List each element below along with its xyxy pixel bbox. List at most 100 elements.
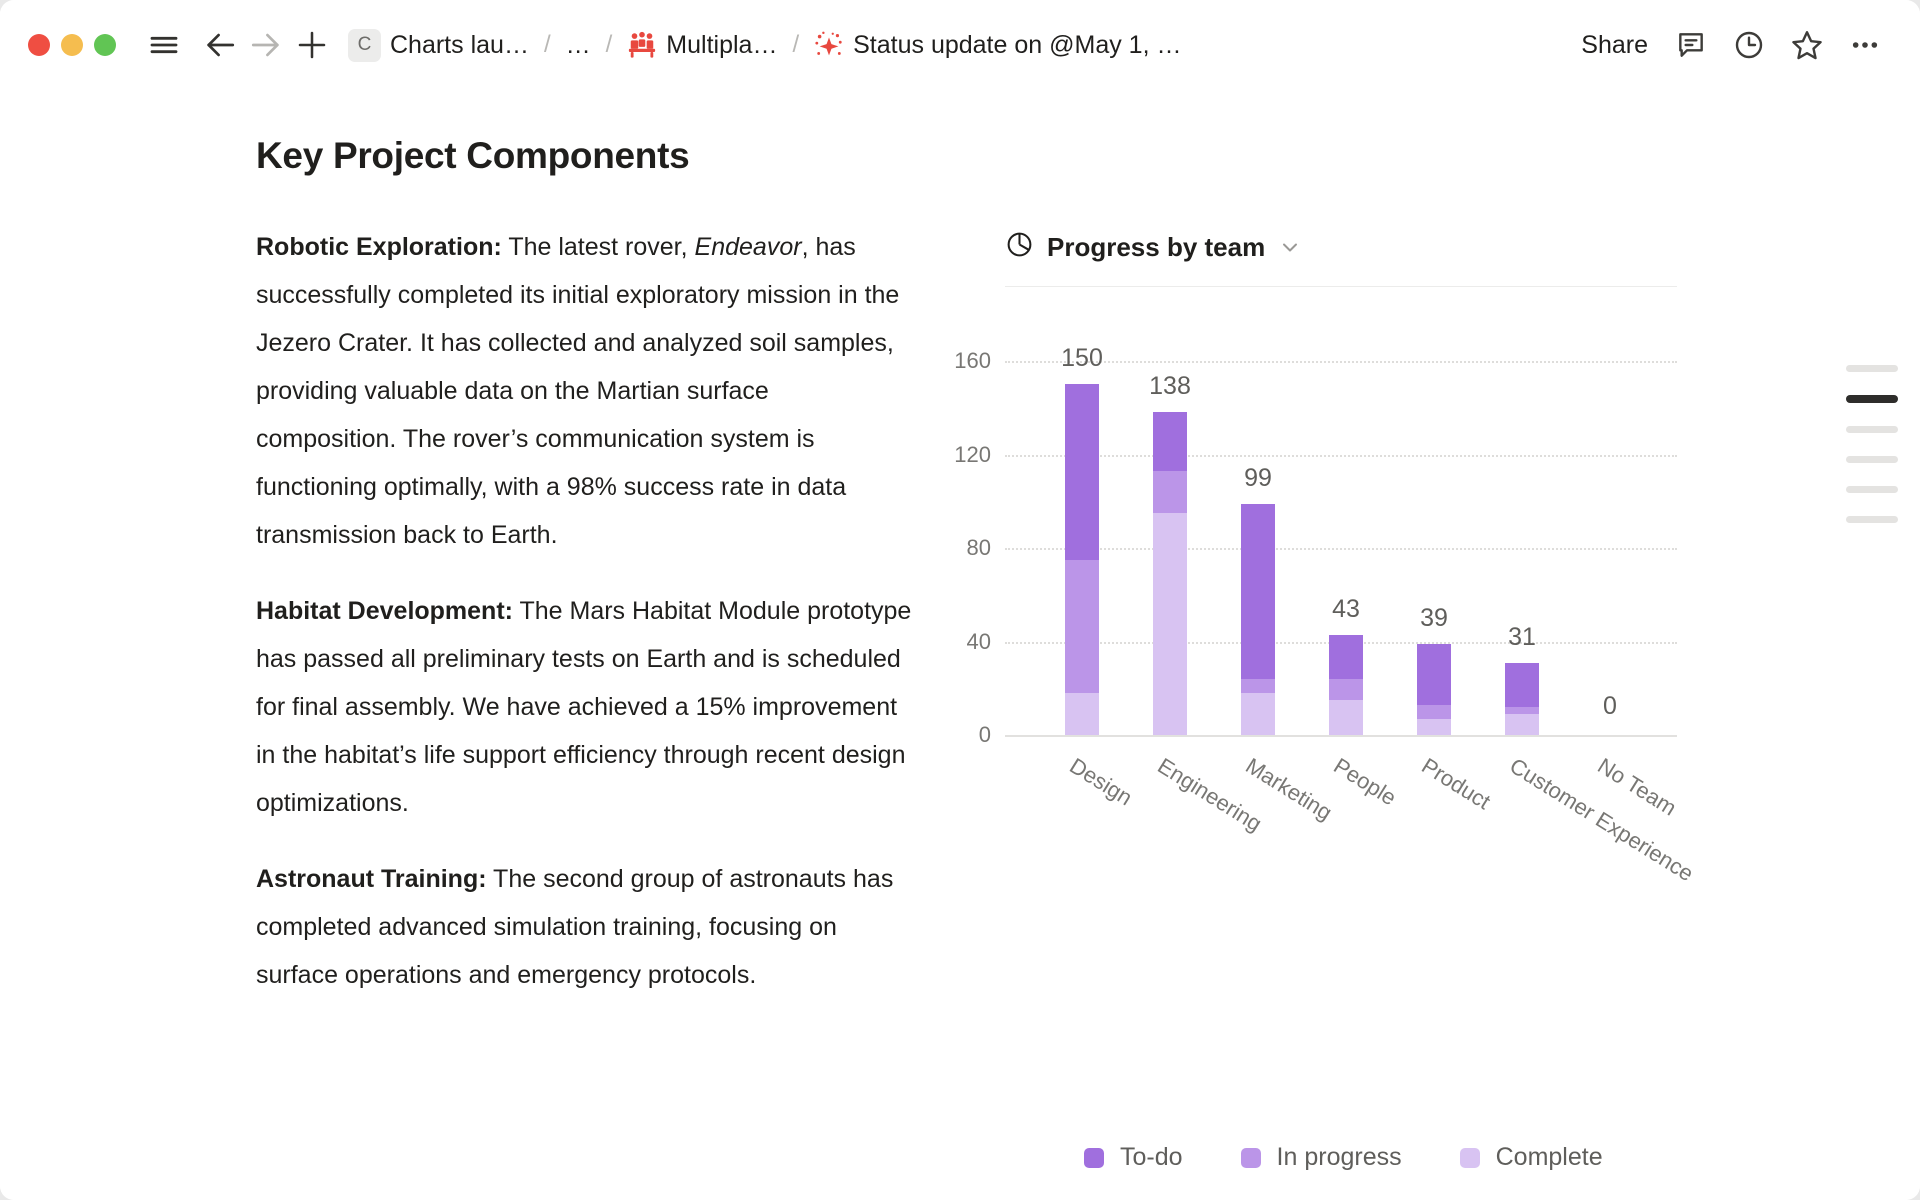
bar-group[interactable]: 150 Design [1061, 344, 1137, 810]
legend-label: In progress [1276, 1143, 1402, 1171]
breadcrumb-item-current-page[interactable]: Status update on @May 1, … [812, 28, 1183, 62]
document-column: Key Project Components Robotic Explorati… [256, 135, 916, 1027]
minimap-mark[interactable] [1846, 486, 1898, 493]
breadcrumb-item-workspace[interactable]: C Charts lau… [346, 27, 531, 64]
bar-group[interactable]: 138 Engineering [1149, 372, 1266, 836]
bar-segment[interactable] [1417, 643, 1451, 705]
bar-segment[interactable] [1505, 662, 1539, 707]
bar-group[interactable]: 99 Marketing [1241, 464, 1337, 825]
x-axis-tick-label: Product [1417, 752, 1495, 815]
bar-group[interactable]: 43 People [1329, 595, 1401, 810]
share-button[interactable]: Share [1581, 30, 1648, 59]
minimap-mark-active[interactable] [1846, 395, 1898, 403]
hamburger-icon[interactable] [144, 25, 184, 65]
chart-legend: To-do In progress Complete [1084, 1143, 1603, 1172]
legend-swatch [1459, 1147, 1480, 1168]
x-axis-line [1005, 735, 1677, 737]
minimap-mark[interactable] [1846, 456, 1898, 463]
bar-segment[interactable] [1153, 512, 1187, 735]
y-axis-tick-label: 0 [978, 722, 991, 747]
bar-total-label: 138 [1149, 372, 1191, 401]
paragraph-body: The second group of astronauts has compl… [256, 865, 894, 989]
people-group-emoji-icon [627, 30, 657, 60]
bar-total-label: 39 [1420, 603, 1448, 632]
breadcrumb-label: Charts lau… [390, 30, 529, 59]
titlebar-actions: Share [1567, 0, 1894, 90]
breadcrumb-separator: / [543, 31, 551, 58]
x-axis-tick-label: Design [1065, 752, 1137, 811]
bar-segment[interactable] [1241, 692, 1275, 735]
paragraph-robotic-exploration[interactable]: Robotic Exploration: The latest rover, E… [256, 223, 916, 559]
bar-segment[interactable] [1417, 718, 1451, 735]
close-window-button[interactable] [28, 34, 50, 56]
chart-title: Progress by team [1047, 231, 1266, 262]
breadcrumb-item-multiplayer[interactable]: Multipla… [625, 28, 779, 62]
legend-item[interactable]: In progress [1240, 1143, 1402, 1172]
y-axis-tick-label: 120 [954, 441, 991, 467]
breadcrumb-item-ellipsis[interactable]: … [564, 29, 593, 62]
chart-card: Progress by team 0 40 80 120 160 150 Design 138… [954, 230, 1698, 887]
bar-segment[interactable] [1241, 678, 1275, 693]
paragraph-astronaut-training[interactable]: Astronaut Training: The second group of … [256, 855, 916, 999]
minimize-window-button[interactable] [61, 34, 83, 56]
bar-segment[interactable] [1505, 706, 1539, 714]
breadcrumb-label: Multipla… [666, 30, 778, 59]
bar-segment[interactable] [1241, 503, 1275, 679]
paragraph-body-cont: , has successfully completed its initial… [256, 233, 900, 549]
y-axis-tick-label: 40 [966, 628, 991, 654]
back-arrow-icon[interactable] [200, 25, 240, 65]
bar-segment[interactable] [1417, 704, 1451, 719]
bar-total-label: 43 [1332, 594, 1360, 623]
legend-label: To-do [1120, 1143, 1183, 1171]
bar-group[interactable]: 31 Customer Experience [1505, 623, 1698, 886]
paragraph-habitat-development[interactable]: Habitat Development: The Mars Habitat Mo… [256, 587, 916, 827]
legend-swatch [1084, 1147, 1104, 1168]
bar-segment[interactable] [1065, 384, 1099, 560]
window-traffic-lights [28, 34, 116, 56]
gridline [1005, 361, 1677, 363]
page-title: Key Project Components [256, 135, 690, 176]
paragraph-italic: Endeavor [694, 233, 802, 261]
legend-swatch [1240, 1147, 1261, 1168]
forward-arrow-icon[interactable] [246, 25, 286, 65]
paragraph-body: The latest rover, [501, 233, 695, 261]
bar-segment[interactable] [1505, 713, 1539, 735]
comment-icon[interactable] [1662, 20, 1720, 70]
zoom-window-button[interactable] [94, 34, 116, 56]
star-icon[interactable] [1778, 20, 1836, 70]
bar-segment[interactable] [1329, 699, 1363, 735]
paragraph-body: The Mars Habitat Module prototype has pa… [256, 597, 912, 817]
legend-item[interactable]: Complete [1459, 1143, 1603, 1172]
more-options-icon[interactable] [1836, 20, 1894, 70]
bar-segment[interactable] [1153, 412, 1187, 471]
chevron-down-icon[interactable] [1278, 235, 1302, 259]
y-axis-tick-label: 80 [966, 535, 991, 560]
fireworks-emoji-icon [814, 30, 844, 60]
gridline [1005, 548, 1677, 550]
bar-segment[interactable] [1153, 470, 1187, 513]
y-axis-tick-label: 160 [954, 348, 991, 373]
bar-group[interactable]: 39 Product [1417, 604, 1495, 814]
breadcrumb-label: Status update on @May 1, … [853, 30, 1182, 59]
chart-header[interactable]: Progress by team [1005, 230, 1677, 287]
bar-segment[interactable] [1065, 559, 1099, 693]
plus-icon[interactable] [292, 25, 332, 65]
minimap-mark[interactable] [1846, 516, 1898, 523]
title-bar: C Charts lau… / … / [0, 0, 1920, 90]
bar-segment[interactable] [1329, 634, 1363, 679]
paragraph-lead: Robotic Exploration: [256, 233, 502, 261]
history-icon[interactable] [1720, 20, 1778, 70]
bar-segment[interactable] [1065, 692, 1099, 735]
breadcrumb-separator: / [605, 31, 613, 58]
bar-segment[interactable] [1329, 678, 1363, 700]
bar-total-label: 150 [1061, 344, 1103, 373]
bar-total-label: 31 [1508, 622, 1536, 651]
paragraph-lead: Habitat Development: [256, 597, 513, 625]
document-outline-minimap[interactable] [1846, 365, 1898, 523]
minimap-mark[interactable] [1846, 426, 1898, 433]
legend-item[interactable]: To-do [1084, 1143, 1183, 1172]
minimap-mark[interactable] [1846, 365, 1898, 372]
breadcrumb: C Charts lau… / … / [346, 27, 1183, 64]
legend-label: Complete [1495, 1143, 1603, 1171]
